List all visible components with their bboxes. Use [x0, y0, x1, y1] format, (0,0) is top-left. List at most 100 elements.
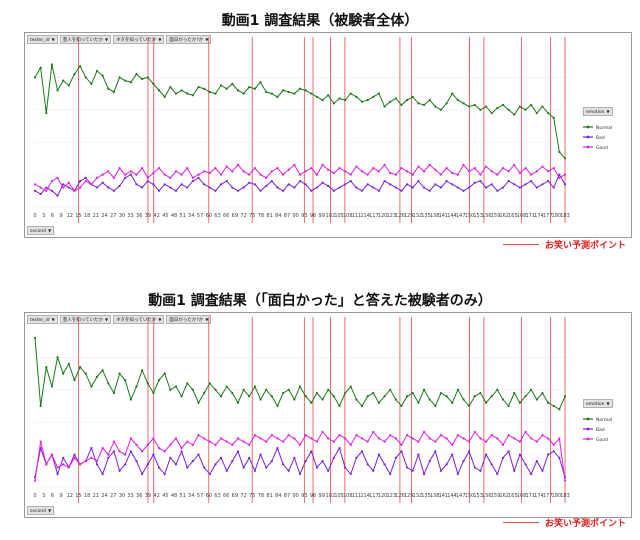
x-tick-label: 66 [223, 493, 229, 499]
point-bad-59 [366, 463, 369, 466]
point-good-81 [490, 170, 493, 173]
point-normal-85 [513, 391, 516, 395]
point-normal-12 [101, 369, 104, 372]
x-tick-label: 27 [110, 493, 116, 499]
point-good-78 [473, 430, 476, 434]
point-good-22 [157, 167, 161, 170]
point-normal-47 [298, 87, 302, 90]
axis-field-second-1[interactable]: second ▼ [27, 226, 55, 235]
filter-knew-comedian[interactable]: 芸人を知っていたか ▼ [59, 35, 112, 44]
point-bad-40 [259, 453, 262, 456]
point-normal-1 [39, 66, 42, 69]
chevron-down-icon: ▼ [606, 401, 610, 406]
point-bad-32 [214, 189, 217, 192]
point-good-78 [473, 167, 476, 170]
series-line-bad [34, 446, 566, 478]
point-bad-81 [490, 463, 493, 466]
filter-knew-material[interactable]: ネタを知っていたか ▼ [113, 35, 165, 44]
point-normal-66 [406, 98, 409, 102]
point-good-21 [152, 437, 155, 440]
marker-note-2: お笑い予測ポイント [502, 516, 626, 529]
filter-was-funny[interactable]: 面白かったか?か ▼ [166, 35, 212, 44]
point-normal-42 [270, 395, 273, 398]
legend-marker-bad [586, 135, 590, 139]
x-tick-label: 102 [326, 213, 336, 219]
x-tick-label: 141 [439, 493, 449, 499]
axis-field-second-2[interactable]: second ▼ [27, 506, 55, 515]
x-tick-label: 147 [456, 493, 466, 499]
legend-field-emotion-2[interactable]: emotion ▼ [583, 399, 613, 408]
point-normal-21 [152, 391, 155, 395]
filter-was-funny[interactable]: 面白かったか?か ▼ [166, 315, 212, 324]
x-tick-label: 21 [93, 493, 99, 499]
point-normal-29 [197, 401, 200, 404]
point-good-15 [118, 167, 121, 170]
x-tick-label: 150 [465, 213, 475, 219]
x-tick-label: 48 [171, 493, 177, 499]
point-bad-80 [484, 453, 488, 456]
point-normal-60 [372, 95, 375, 98]
x-tick-label: 129 [404, 493, 414, 499]
x-tick-label: 93 [301, 213, 307, 219]
filter-tester-id[interactable]: tester_id ▼ [27, 315, 58, 324]
point-bad-11 [95, 186, 99, 189]
point-good-70 [428, 437, 431, 440]
point-bad-26 [180, 450, 183, 453]
point-good-61 [377, 437, 381, 440]
point-bad-63 [389, 472, 392, 476]
chevron-down-icon: ▼ [51, 317, 55, 322]
point-normal-44 [281, 89, 285, 92]
point-normal-58 [360, 404, 364, 408]
point-bad-93 [558, 456, 561, 459]
point-normal-13 [107, 87, 110, 90]
point-normal-62 [383, 105, 386, 108]
point-bad-69 [422, 186, 426, 189]
point-bad-37 [242, 466, 245, 469]
x-tick-label: 105 [334, 493, 344, 499]
point-bad-26 [180, 183, 183, 186]
filter-knew-material[interactable]: ネタを知っていたか ▼ [113, 315, 165, 324]
point-good-0 [33, 479, 37, 482]
point-bad-49 [310, 450, 313, 453]
point-bad-86 [518, 186, 521, 189]
point-good-91 [546, 437, 550, 440]
legend-label-normal: Normal [596, 125, 612, 131]
point-good-83 [501, 443, 505, 446]
marker-line-swatch [502, 244, 539, 245]
point-normal-23 [163, 95, 166, 98]
point-bad-36 [236, 189, 240, 192]
point-good-36 [236, 437, 240, 440]
x-tick-label: 174 [534, 213, 544, 219]
point-good-13 [107, 453, 110, 456]
legend-field-emotion-1[interactable]: emotion ▼ [583, 107, 613, 116]
point-good-3 [50, 179, 54, 183]
point-good-42 [270, 170, 273, 173]
point-normal-0 [33, 76, 37, 79]
point-good-42 [270, 434, 273, 437]
filter-knew-comedian[interactable]: 芸人を知っていたか ▼ [59, 315, 112, 324]
filter-tester-id[interactable]: tester_id ▼ [27, 35, 58, 44]
point-normal-3 [50, 63, 54, 66]
point-good-21 [152, 171, 155, 175]
point-normal-18 [135, 385, 138, 388]
point-bad-66 [406, 183, 409, 186]
point-normal-25 [174, 385, 178, 388]
point-good-87 [524, 430, 527, 434]
filter-label: 面白かったか?か [169, 38, 204, 43]
point-good-85 [513, 163, 516, 166]
point-normal-9 [84, 372, 87, 375]
point-good-15 [118, 450, 121, 453]
point-good-35 [231, 170, 234, 173]
point-normal-52 [327, 94, 330, 97]
point-normal-32 [214, 388, 217, 391]
point-good-19 [141, 450, 144, 453]
point-normal-33 [219, 84, 223, 87]
point-good-37 [242, 170, 245, 173]
point-normal-76 [462, 102, 465, 105]
point-normal-71 [434, 404, 437, 408]
point-normal-29 [197, 86, 200, 89]
point-bad-30 [203, 183, 206, 186]
point-normal-50 [315, 95, 319, 98]
point-bad-7 [73, 453, 76, 456]
x-tick-label: 6 [51, 493, 54, 499]
